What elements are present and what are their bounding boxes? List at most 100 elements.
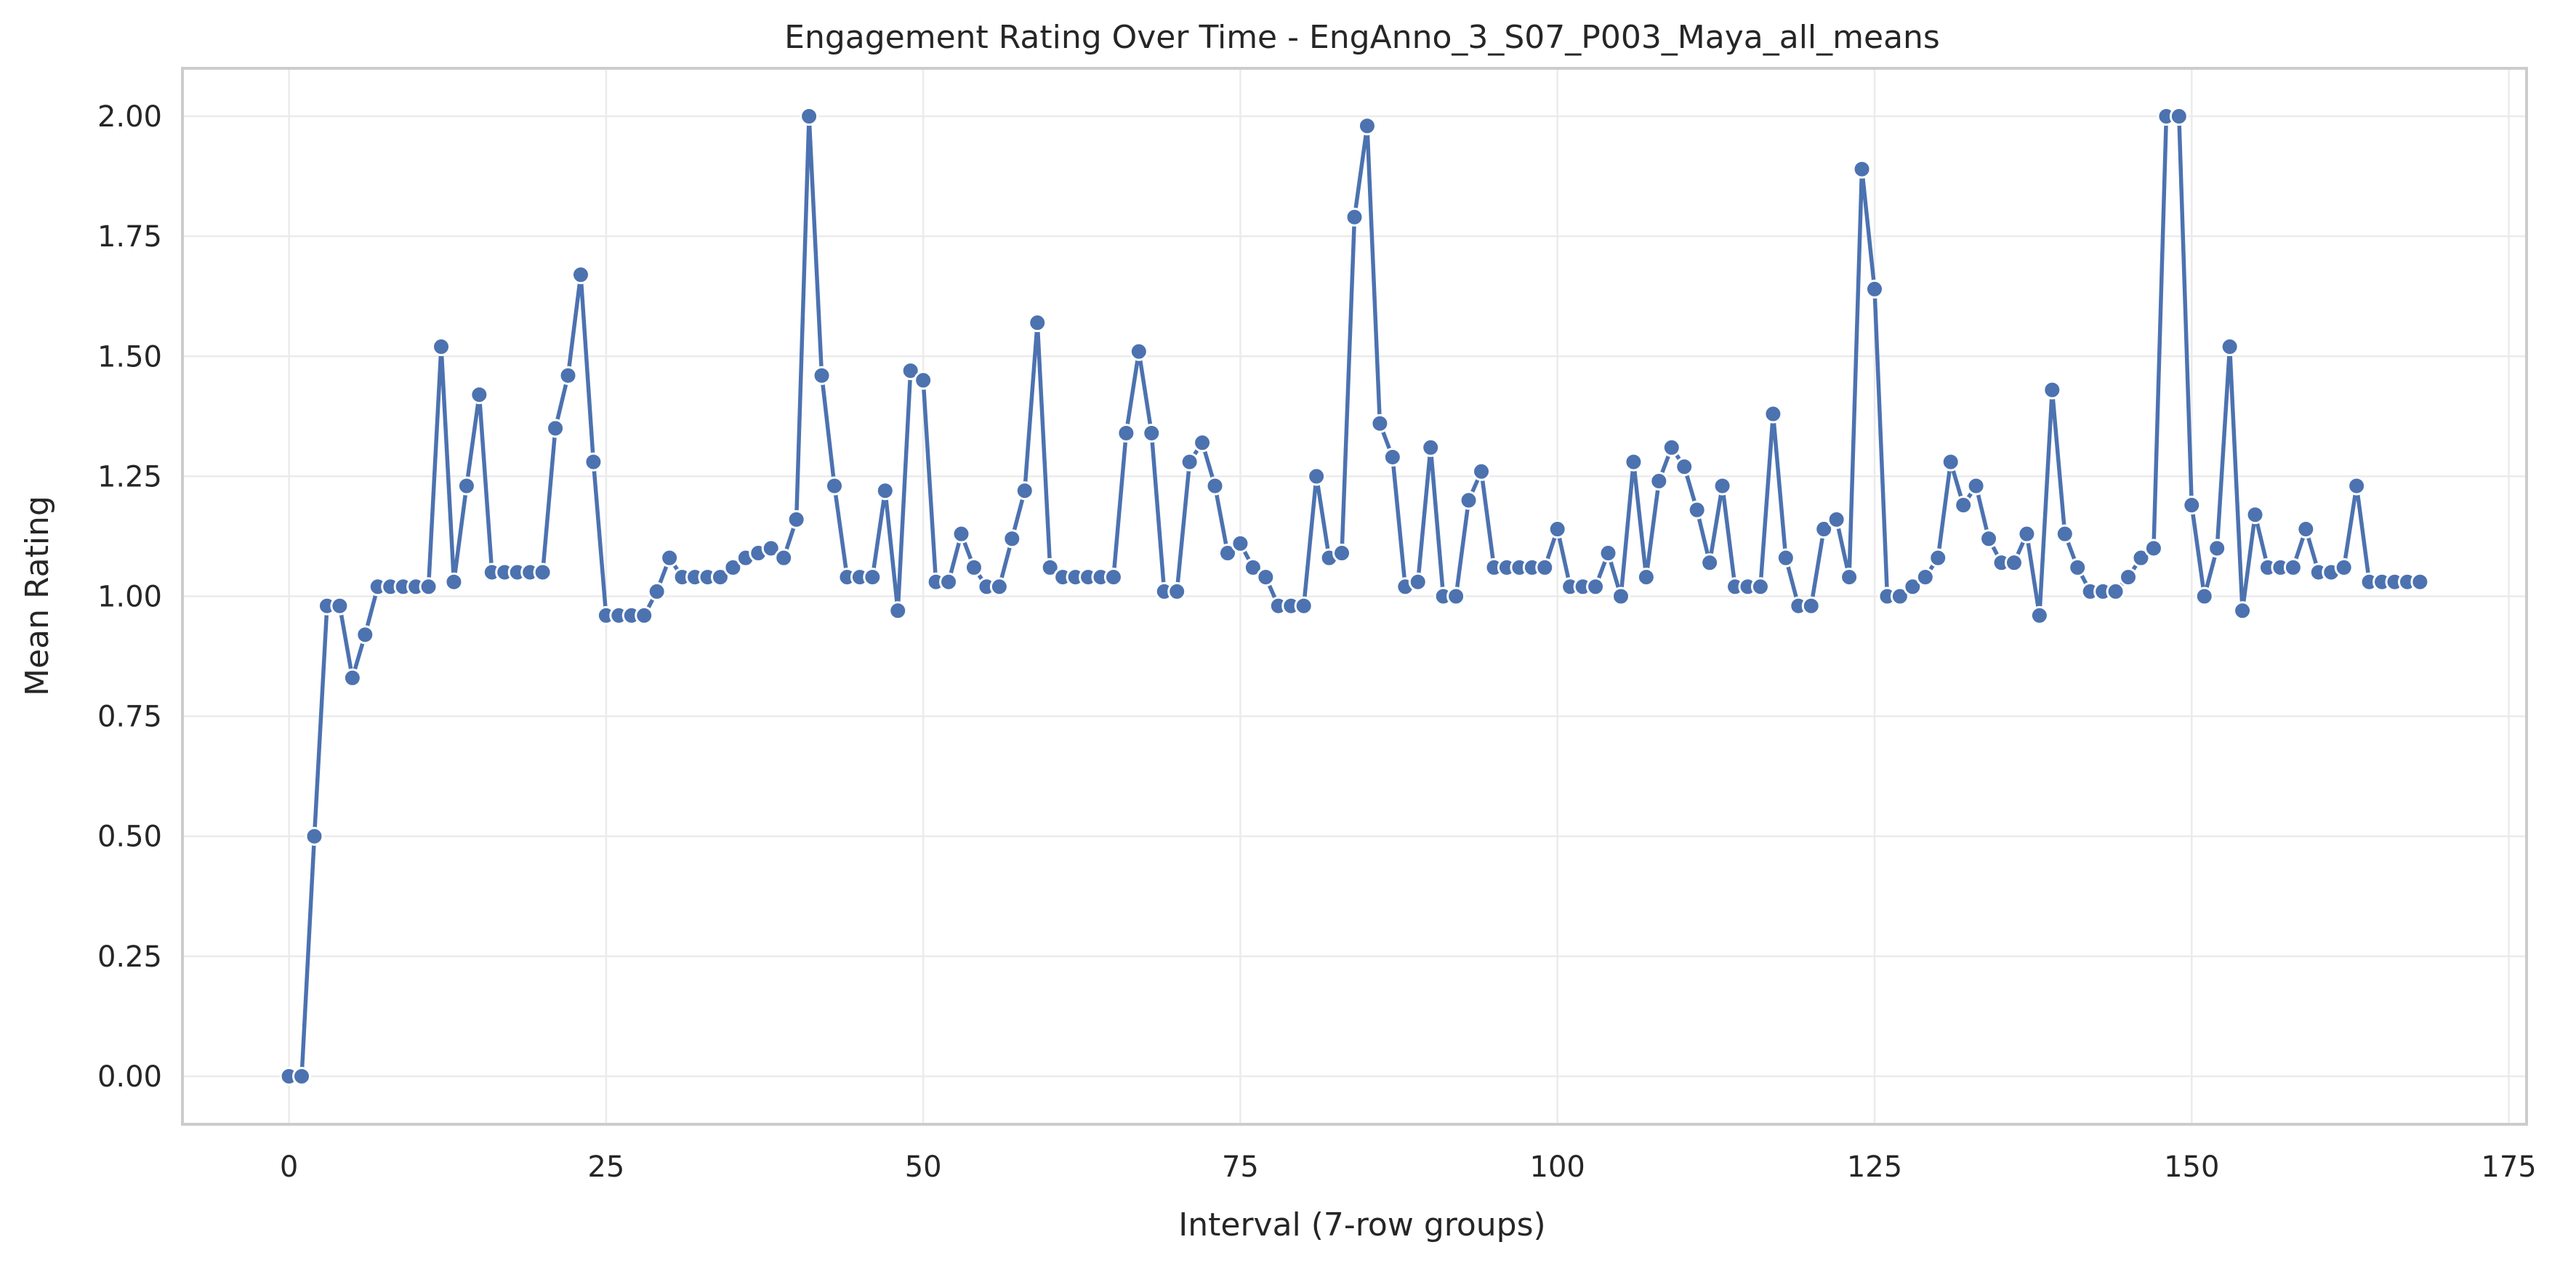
data-point: [1966, 476, 1986, 496]
data-point: [1700, 553, 1720, 573]
y-tick-label: 1.75: [97, 220, 162, 254]
y-axis-ticks: 0.00 0.25 0.50 0.75 1.00 1.25 1.50 1.75 2.00: [97, 100, 162, 1094]
data-point: [1205, 476, 1225, 496]
x-tick-label: 175: [2481, 1150, 2536, 1184]
data-point: [1649, 471, 1669, 491]
data-point: [419, 577, 438, 597]
data-point: [1547, 520, 1567, 539]
data-point: [1446, 586, 1466, 606]
data-point: [1332, 544, 1352, 563]
y-tick-label: 1.25: [97, 460, 162, 493]
data-point: [1535, 557, 1555, 577]
data-point: [2194, 586, 2214, 606]
data-point: [2233, 601, 2253, 621]
x-tick-label: 75: [1222, 1150, 1259, 1184]
data-point: [914, 371, 933, 390]
data-point: [533, 563, 552, 582]
data-point: [342, 668, 362, 688]
data-point: [2283, 557, 2303, 577]
y-tick-label: 2.00: [97, 100, 162, 134]
data-point: [1421, 438, 1441, 457]
data-point: [2144, 539, 2163, 558]
y-tick-label: 1.00: [97, 581, 162, 614]
data-point: [710, 568, 730, 587]
data-point: [964, 557, 983, 577]
x-axis-ticks: 0 25 50 75 100 125 150 175: [280, 1150, 2537, 1184]
data-point: [1903, 577, 1923, 597]
data-point: [1357, 116, 1377, 136]
data-point: [1814, 520, 1834, 539]
x-tick-label: 0: [280, 1150, 298, 1184]
data-point: [1002, 529, 1022, 549]
data-point: [825, 476, 844, 496]
data-point: [2169, 107, 2189, 126]
data-point: [635, 605, 654, 625]
data-point: [875, 481, 895, 501]
x-tick-label: 100: [1530, 1150, 1585, 1184]
x-tick-label: 25: [587, 1150, 624, 1184]
data-point: [1142, 423, 1162, 443]
data-point: [1662, 438, 1681, 457]
data-point: [444, 572, 464, 592]
data-point: [1382, 447, 1402, 467]
data-point: [1941, 452, 1960, 472]
data-point: [2207, 539, 2227, 558]
data-point: [1459, 491, 1478, 510]
data-point: [1801, 596, 1821, 616]
data-point: [1840, 568, 1859, 587]
data-point: [1217, 544, 1237, 563]
data-point: [1915, 568, 1935, 587]
data-point: [2182, 496, 2202, 515]
data-point: [2004, 553, 2024, 573]
data-point: [1345, 207, 1364, 227]
data-point: [1294, 596, 1313, 616]
data-point: [470, 385, 489, 405]
data-point: [1116, 423, 1136, 443]
y-tick-label: 0.50: [97, 821, 162, 854]
y-tick-label: 0.75: [97, 701, 162, 734]
data-point: [1750, 577, 1770, 597]
data-point: [2347, 476, 2367, 496]
data-point: [292, 1066, 312, 1086]
data-point: [2131, 548, 2151, 568]
x-tick-label: 150: [2164, 1150, 2219, 1184]
data-point: [2220, 337, 2239, 357]
data-point: [2055, 524, 2074, 544]
data-point: [1712, 476, 1732, 496]
plot-frame: [181, 67, 2528, 1126]
data-point: [1852, 159, 1872, 179]
data-point: [571, 265, 590, 284]
data-point: [330, 596, 350, 616]
data-point: [1231, 533, 1250, 553]
data-point: [1928, 548, 1948, 568]
data-point: [1675, 457, 1694, 477]
data-point: [2119, 568, 2138, 587]
data-point: [355, 625, 375, 645]
data-point: [660, 548, 680, 568]
data-point: [1307, 467, 1327, 486]
data-point: [1103, 568, 1123, 587]
data-point: [1776, 548, 1795, 568]
data-point: [1028, 313, 1047, 333]
data-point: [305, 826, 324, 846]
data-point: [901, 361, 920, 381]
data-point: [2017, 524, 2037, 544]
data-point: [1763, 404, 1783, 424]
data-point: [989, 577, 1009, 597]
data-point: [863, 568, 882, 587]
data-point: [1243, 557, 1263, 577]
data-point: [1624, 452, 1643, 472]
data-point: [1865, 279, 1884, 299]
data-point: [1256, 568, 1276, 587]
data-point: [1586, 577, 1606, 597]
data-point: [1408, 572, 1428, 592]
data-point: [2296, 520, 2316, 539]
chart-title: Engagement Rating Over Time - EngAnno_3_…: [784, 19, 1940, 56]
data-point: [951, 524, 971, 544]
data-point: [1193, 433, 1212, 453]
data-point: [1687, 500, 1707, 520]
data-point: [1636, 568, 1656, 587]
data-point: [546, 419, 565, 438]
y-tick-label: 1.50: [97, 340, 162, 374]
